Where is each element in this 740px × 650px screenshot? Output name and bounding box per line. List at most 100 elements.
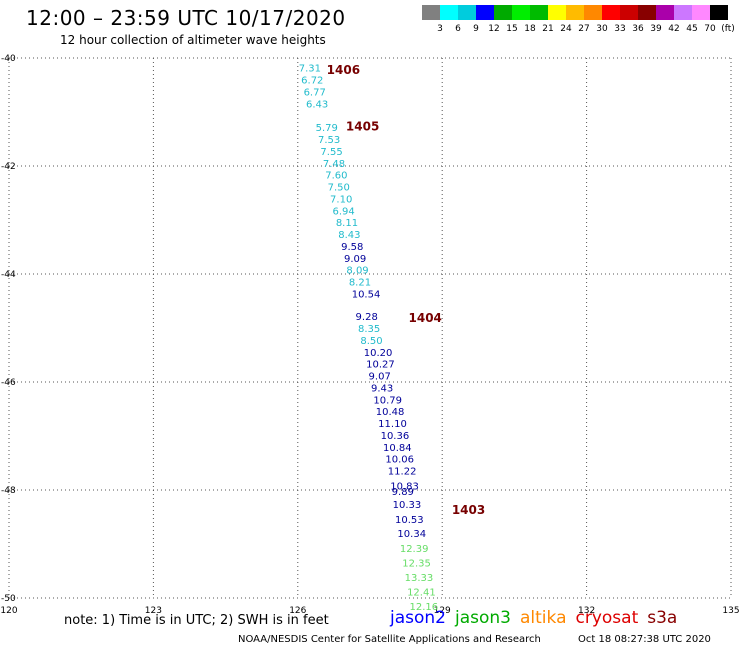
longitude-label: 129 (434, 606, 451, 616)
pass-number-label: 1405 (346, 120, 379, 134)
scale-label: 12 (488, 24, 500, 34)
scale-swatch (458, 5, 476, 20)
scale-label: 70 (704, 24, 716, 34)
wave-height-label: 13.33 (405, 573, 434, 584)
scale-label: 9 (473, 24, 479, 34)
scale-label: 39 (650, 24, 662, 34)
scale-swatch (422, 5, 440, 20)
longitude-label: 126 (289, 606, 306, 616)
scale-swatch (512, 5, 530, 20)
scale-swatch (566, 5, 584, 20)
scale-swatch (656, 5, 674, 20)
wave-height-label: 8.50 (360, 336, 382, 347)
scale-label: 33 (614, 24, 626, 34)
latitude-label: -50 (1, 594, 16, 604)
satellite-legend-jason3: jason3 (455, 608, 511, 628)
pass-number-label: 1403 (452, 503, 485, 517)
pass-number-label: 1406 (327, 63, 360, 77)
wave-height-label: 12.41 (407, 588, 436, 599)
wave-height-label: 7.48 (323, 159, 345, 170)
wave-height-label: 7.31 (299, 64, 321, 75)
credit-text: NOAA/NESDIS Center for Satellite Applica… (238, 634, 541, 645)
wave-height-label: 10.27 (366, 360, 395, 371)
scale-label: 42 (668, 24, 680, 34)
satellite-legend: jason2 jason3 altika cryosat s3a (390, 608, 686, 628)
wave-height-label: 10.33 (393, 500, 422, 511)
satellite-legend-cryosat: cryosat (575, 608, 639, 628)
wave-height-label: 12.39 (400, 544, 429, 555)
scale-label: 6 (455, 24, 461, 34)
longitude-label: 123 (145, 606, 162, 616)
wave-height-label: 12.16 (409, 602, 438, 613)
wave-height-label: 9.58 (341, 242, 363, 253)
wave-height-label: 7.50 (328, 183, 350, 194)
map-title: 12:00 – 23:59 UTC 10/17/2020 (26, 6, 346, 30)
wave-height-label: 11.10 (378, 419, 407, 430)
scale-swatch (602, 5, 620, 20)
wave-height-label: 8.35 (358, 324, 380, 335)
wave-height-label: 7.53 (318, 135, 340, 146)
longitude-label: 120 (0, 606, 17, 616)
wave-height-label: 10.20 (364, 348, 393, 359)
wave-height-label: 12.35 (402, 558, 431, 569)
scale-swatch (548, 5, 566, 20)
longitude-label: 132 (578, 606, 595, 616)
wave-height-label: 10.79 (373, 395, 402, 406)
wave-height-label: 7.60 (325, 171, 347, 182)
scale-label: 27 (578, 24, 590, 34)
wave-height-label: 9.07 (369, 372, 391, 383)
latitude-label: -46 (1, 378, 16, 388)
scale-label: 18 (524, 24, 536, 34)
scale-swatch (476, 5, 494, 20)
wave-height-label: 6.72 (301, 76, 323, 87)
wave-height-label: 6.94 (332, 206, 354, 217)
wave-height-label: 10.34 (397, 529, 426, 540)
wave-height-label: 10.36 (381, 431, 410, 442)
wave-height-label: 6.77 (304, 87, 326, 98)
scale-swatch (620, 5, 638, 20)
wave-height-label: 7.55 (320, 147, 342, 158)
latitude-labels: -40 -42 -44 -46 -48 -50 (1, 54, 16, 604)
wave-height-label: 9.28 (356, 312, 378, 323)
wave-height-label: 8.11 (336, 218, 358, 229)
wave-height-label: 7.10 (330, 194, 352, 205)
scale-swatch (494, 5, 512, 20)
wave-height-label: 8.43 (338, 230, 360, 241)
latitude-label: -48 (1, 486, 16, 496)
wave-height-label: 11.22 (388, 467, 417, 478)
map-subtitle: 12 hour collection of altimeter wave hei… (60, 33, 326, 47)
footer-note: note: 1) Time is in UTC; 2) SWH is in fe… (64, 613, 329, 628)
scale-swatch (674, 5, 692, 20)
wave-height-label: 10.83 (390, 482, 419, 493)
satellite-legend-jason2: jason2 (390, 608, 446, 628)
timestamp-text: Oct 18 08:27:38 UTC 2020 (578, 634, 711, 645)
wave-height-label: 9.89 (392, 487, 414, 498)
wave-height-label: 9.43 (371, 383, 393, 394)
latitude-label: -40 (1, 54, 16, 64)
wave-height-label: 10.53 (395, 515, 424, 526)
wave-height-label: 10.84 (383, 443, 412, 454)
latitude-label: -42 (1, 162, 16, 172)
scale-label: 24 (560, 24, 572, 34)
grid-lines (8, 57, 732, 599)
scale-label: 30 (596, 24, 608, 34)
longitude-label: 135 (722, 606, 739, 616)
wave-height-label: 9.09 (344, 254, 366, 265)
longitude-labels: 120 123 126 129 132 135 (0, 606, 739, 616)
scale-label: 36 (632, 24, 644, 34)
wave-height-points: 7.316.726.776.43 5.797.537.557.487.607.50… (299, 64, 438, 613)
scale-label: 15 (506, 24, 518, 34)
satellite-legend-altika: altika (520, 608, 567, 628)
wave-height-label: 6.43 (306, 99, 328, 110)
scale-swatch (584, 5, 602, 20)
wave-height-label: 10.06 (385, 455, 414, 466)
scale-swatch (692, 5, 710, 20)
wave-height-label: 10.54 (352, 289, 381, 300)
scale-label: 3 (437, 24, 443, 34)
scale-swatch (440, 5, 458, 20)
latitude-label: -44 (1, 270, 16, 280)
scale-swatch (530, 5, 548, 20)
scale-label: 21 (542, 24, 554, 34)
scale-label: (ft) (721, 24, 735, 34)
